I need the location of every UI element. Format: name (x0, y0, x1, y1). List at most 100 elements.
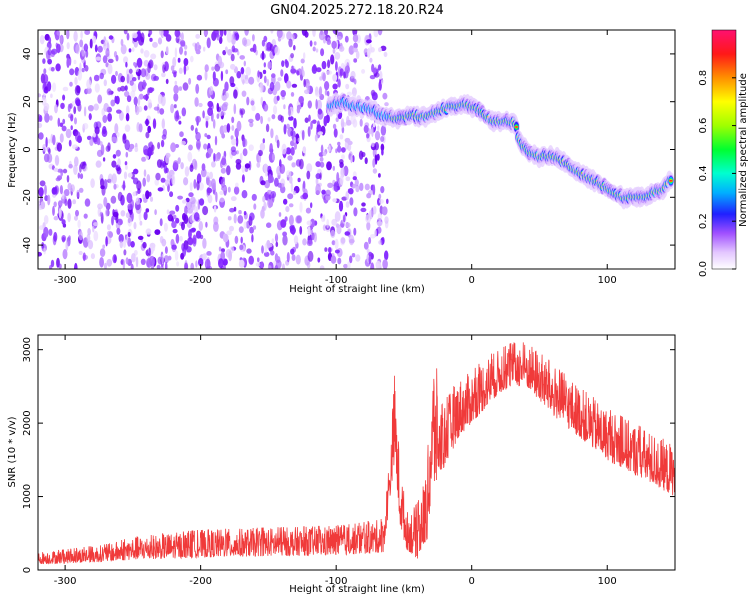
spectrogram-noise-blob (92, 225, 95, 233)
spectrogram-noise-blob (227, 216, 232, 221)
spectrogram-noise-blob (183, 177, 189, 186)
spectrogram-noise-blob (315, 177, 319, 186)
spectrogram-noise-blob (338, 200, 344, 212)
spectrogram-noise-blob (164, 261, 168, 269)
spectrogram-noise-blob (316, 120, 320, 130)
spectrogram-noise-blob (126, 95, 132, 103)
spectrogram-noise-blob (92, 35, 97, 44)
spectrogram-noise-blob (175, 204, 180, 212)
spectrogram-noise-blob (243, 211, 247, 216)
spectrogram-noise-blob (150, 53, 157, 60)
spectrogram-noise-blob (182, 246, 187, 257)
spectrogram-noise-blob (105, 208, 109, 217)
spectrogram-noise-blob (302, 69, 305, 78)
spectrogram-noise-blob (221, 111, 226, 116)
spectrogram-noise-blob (161, 72, 166, 78)
spectrogram-noise-blob (288, 116, 294, 121)
spectrogram-noise-blob (244, 30, 249, 36)
spectrogram-noise-blob (50, 67, 55, 72)
spectrogram-noise-blob (270, 191, 277, 199)
spectrogram-noise-blob (52, 82, 57, 92)
spectrogram-noise-blob (51, 187, 57, 195)
colorbar-tick-label: 0.6 (698, 118, 709, 134)
spectrogram-noise-blob (351, 183, 356, 189)
spectrogram-noise-blob (151, 144, 155, 152)
spectrogram-noise-blob (116, 132, 120, 138)
spectrogram-noise-blob (126, 32, 130, 41)
spectrogram-noise-blob (301, 130, 305, 141)
spectrogram-noise-blob (204, 133, 208, 138)
spectrogram-noise-blob (125, 164, 128, 170)
spectrogram-ridge-cell (669, 180, 673, 182)
spectrogram-noise-blob (160, 139, 165, 148)
spectrogram-noise-blob (174, 80, 178, 86)
spectrogram-noise-blob (279, 164, 286, 174)
spectrogram-noise-blob (326, 39, 332, 45)
spectrogram-noise-blob (61, 191, 65, 200)
spectrogram-noise-blob (144, 119, 150, 125)
spectrogram-noise-blob (282, 234, 288, 246)
spectrogram-noise-blob (120, 260, 124, 265)
spectrogram-noise-blob (147, 33, 151, 38)
spectrogram-noise-blob (80, 30, 83, 40)
spectrogram-noise-blob (231, 125, 235, 131)
spectrogram-noise-blob (184, 205, 188, 216)
snr-x-tick-label: -100 (325, 576, 348, 587)
snr-x-label: Height of straight line (km) (289, 584, 425, 595)
spectrogram-noise-blob (288, 203, 294, 208)
spectrogram-ridge-cell (514, 126, 519, 128)
spectrogram-noise-blob (239, 55, 245, 60)
spectrogram-noise-blob (102, 126, 107, 135)
spectrogram-noise-blob (137, 235, 144, 240)
spectrogram-noise-blob (231, 138, 237, 146)
spectrogram-noise-blob (193, 212, 200, 222)
spectrogram-noise-blob (282, 263, 285, 269)
spectrogram-noise-blob (108, 35, 114, 40)
spectrogram-noise-blob (79, 39, 84, 48)
spectrogram-noise-blob (323, 115, 328, 127)
spectrogram-noise-blob (339, 68, 344, 76)
spectrogram-noise-blob (42, 58, 46, 64)
spectrogram-noise-blob (177, 57, 181, 63)
spectrogram-noise-blob (66, 57, 70, 69)
spectrogram-noise-blob (343, 214, 346, 223)
spectrogram-noise-blob (125, 105, 130, 115)
spectrogram-noise-blob (212, 77, 219, 87)
spectrogram-noise-blob (316, 99, 322, 111)
spectrogram-noise-blob (242, 37, 247, 46)
spectrogram-noise-blob (126, 73, 130, 84)
spectrogram-noise-blob (377, 212, 383, 222)
spectrogram-noise-blob (74, 262, 78, 269)
spectrogram-noise-blob (47, 153, 53, 164)
spectrogram-noise-blob (38, 132, 44, 140)
spectrogram-noise-blob (290, 92, 295, 97)
spectrogram-noise-blob (325, 189, 331, 197)
spectrogram-noise-blob (266, 222, 272, 228)
spectrogram-noise-blob (377, 125, 380, 131)
spectrogram-noise-blob (103, 102, 109, 112)
spectrogram-noise-blob (119, 240, 124, 249)
spectrogram-noise-blob (38, 93, 42, 98)
spectrogram-noise-blob (264, 180, 270, 189)
spectrogram-noise-blob (303, 79, 306, 88)
spectrogram-noise-blob (62, 118, 66, 125)
spectrogram-noise-blob (380, 125, 387, 136)
spectrogram-noise-blob (172, 214, 177, 220)
spectrogram-noise-blob (103, 42, 107, 51)
spectrogram-noise-blob (163, 165, 168, 174)
spectrogram-noise-blob (225, 30, 232, 33)
spectrogram-noise-blob (326, 90, 330, 97)
spectrogram-noise-blob (166, 209, 170, 215)
spectrogram-noise-blob (350, 155, 353, 164)
spectrogram-noise-blob (316, 67, 322, 73)
spectrogram-noise-blob (179, 131, 184, 138)
spectrogram-noise-blob (62, 94, 66, 101)
spectrogram-noise-blob (215, 191, 218, 203)
spectrogram-noise-blob (280, 185, 286, 194)
spectrogram-noise-blob (367, 47, 371, 59)
spectrogram-noise-blob (301, 30, 307, 36)
spectrogram-noise-blob (236, 71, 242, 79)
spectrogram-noise-blob (341, 154, 345, 160)
colorbar: 0.0 0.2 0.4 0.6 0.8 Normalized spectral ampl… (698, 29, 749, 277)
spectrogram-noise-blob (203, 30, 209, 36)
